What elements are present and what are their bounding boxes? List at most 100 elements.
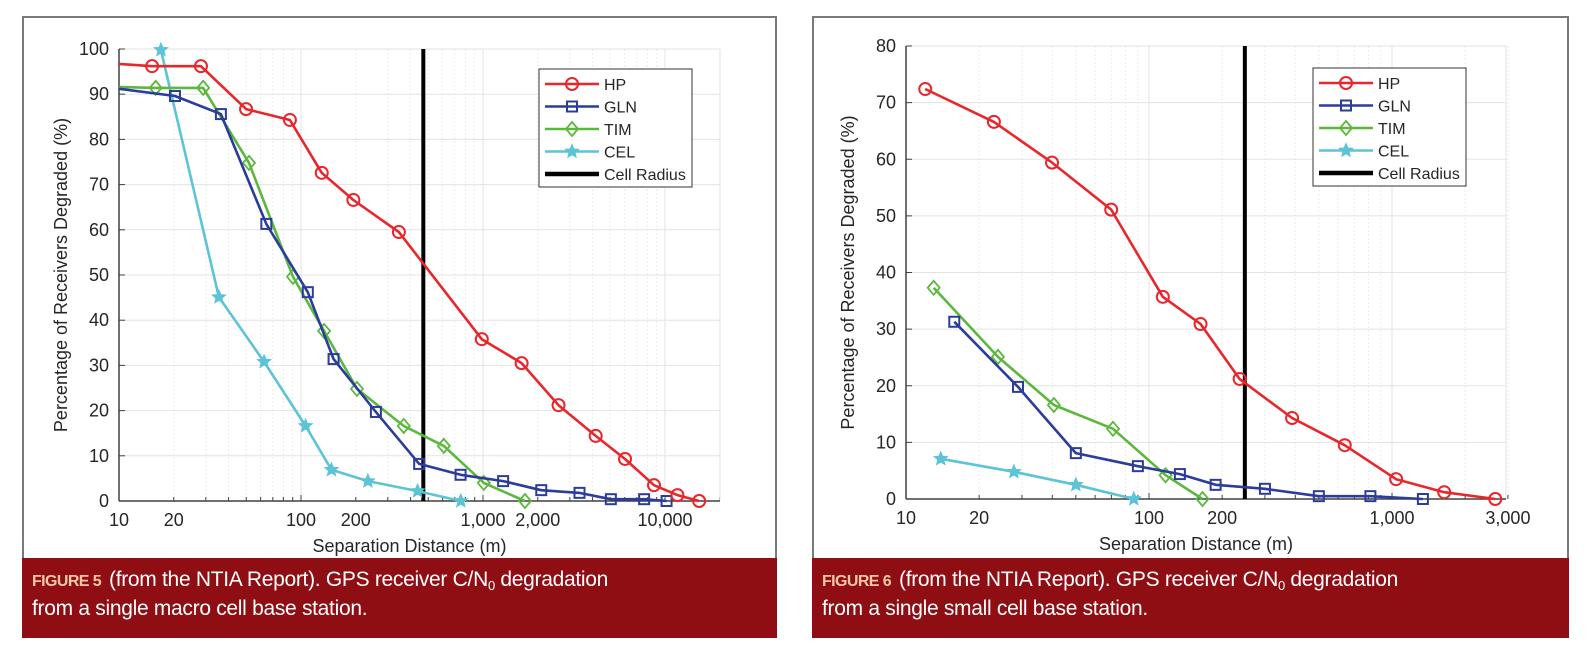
x-tick-label: 200 xyxy=(1207,508,1237,528)
y-tick-label: 60 xyxy=(89,220,109,240)
figure-5-caption: FIGURE 5 (from the NTIA Report). GPS rece… xyxy=(22,558,777,638)
data-point-hp xyxy=(692,494,707,508)
data-point-hp xyxy=(1488,492,1503,506)
legend-item-cell-radius: Cell Radius xyxy=(545,167,686,184)
series-line-hp xyxy=(924,87,1496,501)
data-point-gln xyxy=(1258,482,1271,495)
legend-marker-diamond xyxy=(1338,119,1354,137)
data-point-hp xyxy=(474,332,489,347)
series-line-cel xyxy=(940,457,1135,501)
legend-item-cell-radius: Cell Radius xyxy=(1319,166,1460,183)
data-point-gln xyxy=(260,217,273,230)
legend-label: HP xyxy=(1378,76,1400,93)
x-tick-label: 2,000 xyxy=(515,510,560,530)
data-point-tim xyxy=(990,348,1006,366)
data-point-gln xyxy=(660,495,673,507)
data-point-hp xyxy=(551,398,566,413)
x-axis-label: Separation Distance (m) xyxy=(1099,534,1293,554)
legend-item-gln: GLN xyxy=(1319,99,1411,116)
legend-marker-square xyxy=(1340,99,1352,112)
data-point-hp xyxy=(588,428,603,443)
data-point-cel xyxy=(153,41,169,57)
data-point-gln xyxy=(948,315,961,328)
data-point-gln xyxy=(327,353,340,366)
legend-label: GLN xyxy=(1378,99,1411,116)
data-point-gln xyxy=(1364,490,1377,503)
legend-label: CEL xyxy=(1378,144,1409,161)
y-tick-label: 30 xyxy=(876,319,896,339)
data-point-gln xyxy=(1416,493,1429,505)
data-point-hp xyxy=(1193,317,1208,332)
y-axis-label: Percentage of Receivers Degraded (%) xyxy=(838,115,858,429)
data-point-gln xyxy=(638,493,651,506)
data-point-cel xyxy=(409,482,426,498)
y-tick-label: 70 xyxy=(876,93,896,113)
y-tick-label: 10 xyxy=(876,432,896,452)
data-point-cel xyxy=(1067,476,1084,492)
figure-6-frame: 10 20 100 200 1,000 3,000 0 10 20 30 40 50 60 70 80 Sep… xyxy=(812,16,1569,558)
legend: HP GLN TIM CEL Cell Radius xyxy=(538,68,693,188)
figure-6: 10 20 100 200 1,000 3,000 0 10 20 30 40 50 60 70 80 Sep… xyxy=(812,16,1569,638)
legend-label: TIM xyxy=(604,122,632,139)
x-tick-label: 200 xyxy=(341,510,371,530)
y-tick-label: 50 xyxy=(876,206,896,226)
legend-label: GLN xyxy=(604,100,637,117)
series-line-gln xyxy=(118,87,667,503)
figure-5-chart: 10 20 100 200 1,000 2,000 10,00001020304050607… xyxy=(51,39,721,556)
data-point-gln xyxy=(1173,468,1186,481)
data-point-hp xyxy=(193,59,208,74)
data-point-gln xyxy=(604,493,617,506)
data-point-gln xyxy=(1069,447,1082,460)
data-point-hp xyxy=(1104,202,1119,217)
legend-label: Cell Radius xyxy=(604,167,686,184)
legend-item-cel: CEL xyxy=(545,143,635,162)
data-point-cel xyxy=(359,472,376,488)
legend-item-hp: HP xyxy=(545,77,626,94)
series-line-tim xyxy=(118,85,526,503)
series-line-cel xyxy=(159,49,462,503)
data-point-gln xyxy=(1312,490,1325,503)
y-tick-label: 50 xyxy=(89,265,109,285)
data-point-cel xyxy=(1005,463,1022,479)
x-tick-label: 10,000 xyxy=(637,510,692,530)
figure-6-caption-label: FIGURE 6 xyxy=(822,573,892,590)
series-line-tim xyxy=(932,286,1204,501)
data-point-gln xyxy=(413,457,426,470)
data-point-gln xyxy=(1011,380,1024,393)
y-tick-label: 20 xyxy=(89,401,109,421)
data-point-cel xyxy=(323,461,340,477)
figure-5-caption-text-end: degradation xyxy=(494,568,609,591)
legend-marker-diamond xyxy=(564,120,580,138)
data-point-hp xyxy=(239,102,254,117)
data-point-gln xyxy=(1209,478,1222,491)
series-gln xyxy=(948,315,1429,505)
legend-marker-square xyxy=(566,100,578,113)
data-point-hp xyxy=(1437,485,1452,500)
legend: HP GLN TIM CEL Cell Radius xyxy=(1312,67,1467,187)
figure-5-caption-subscript: 0 xyxy=(487,578,495,593)
data-point-tim xyxy=(148,79,163,97)
figure-6-caption-text: (from the NTIA Report). GPS receiver C/N xyxy=(899,568,1278,591)
data-point-hp xyxy=(314,165,329,180)
legend-label: TIM xyxy=(1378,121,1406,138)
data-point-tim xyxy=(1046,396,1062,414)
x-tick-label: 100 xyxy=(1134,508,1164,528)
data-point-tim xyxy=(517,492,533,510)
data-point-hp xyxy=(514,356,529,371)
data-point-gln xyxy=(214,108,227,121)
figure-6-caption-subscript: 0 xyxy=(1277,578,1285,593)
legend-label: CEL xyxy=(604,145,635,162)
figure-5: 10 20 100 200 1,000 2,000 10,000 0 10 20 30 40 50 60 7… xyxy=(22,16,777,638)
figure-6-caption: FIGURE 6 (from the NTIA Report). GPS rece… xyxy=(812,558,1569,638)
y-tick-label: 40 xyxy=(89,310,109,330)
y-tick-label: 0 xyxy=(886,489,896,509)
data-point-cel xyxy=(256,353,273,369)
data-point-gln xyxy=(454,468,467,481)
series-line-gln xyxy=(953,320,1423,501)
y-axis-label: Percentage of Receivers Degraded (%) xyxy=(51,118,71,432)
series-hp xyxy=(118,59,707,508)
data-point-hp xyxy=(1155,289,1170,304)
y-tick-label: 80 xyxy=(876,36,896,56)
data-point-hp xyxy=(1389,472,1404,487)
data-point-tim xyxy=(396,417,411,435)
